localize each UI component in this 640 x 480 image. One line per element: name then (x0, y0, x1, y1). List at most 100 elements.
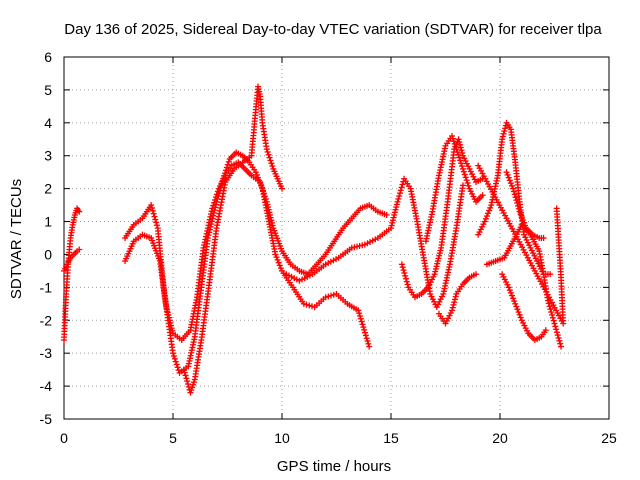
data-point (461, 171, 468, 178)
data-point (399, 264, 406, 271)
data-point (504, 171, 511, 178)
data-point (510, 295, 517, 302)
data-point (364, 338, 371, 345)
data-point (322, 294, 329, 301)
data-point (277, 265, 284, 272)
data-point (457, 141, 464, 148)
data-point (76, 208, 83, 215)
data-point (505, 284, 512, 291)
data-point (511, 298, 518, 305)
data-point (272, 251, 279, 258)
data-point (225, 158, 232, 165)
data-point (462, 174, 469, 181)
data-point (513, 303, 520, 310)
data-point (515, 309, 522, 316)
y-tick-label: -5 (40, 411, 53, 427)
data-point (499, 136, 506, 143)
data-point (257, 179, 264, 186)
y-axis-label: SDTVAR / TECUs (8, 179, 25, 299)
data-point (365, 340, 372, 347)
data-point (400, 267, 407, 274)
data-point (463, 177, 470, 184)
data-point (449, 304, 456, 311)
y-tick-label: 6 (44, 49, 52, 65)
data-point (153, 222, 160, 229)
data-point (182, 372, 189, 379)
y-tick-label: -4 (40, 378, 53, 394)
data-point (502, 125, 509, 132)
data-point (303, 301, 310, 308)
data-point (273, 254, 280, 261)
data-point (512, 194, 519, 201)
data-point (552, 323, 559, 330)
data-point (398, 184, 405, 191)
data-point (396, 190, 403, 197)
data-point (553, 329, 560, 336)
data-point (260, 187, 267, 194)
x-axis-label: GPS time / hours (277, 458, 391, 475)
data-point (520, 219, 527, 226)
data-point (265, 151, 272, 158)
axis-ticks: 0 5 10 15 20 25 -5 -4 -3 -2 -1 0 1 2 3 4 5 6 (40, 49, 617, 446)
data-point (506, 177, 513, 184)
data-point (514, 202, 521, 209)
data-point (184, 381, 191, 388)
data-point (210, 202, 217, 209)
x-tick-label: 25 (601, 430, 617, 446)
data-point (170, 350, 176, 357)
data-point (76, 246, 83, 253)
data-point (148, 202, 155, 209)
data-point (510, 185, 517, 192)
data-point (547, 271, 554, 278)
data-point (555, 334, 562, 341)
data-point (507, 180, 514, 187)
data-point (458, 160, 465, 167)
data-point (266, 154, 273, 161)
data-point (510, 188, 517, 195)
data-point (459, 149, 466, 156)
data-point (511, 191, 518, 198)
data-point (553, 326, 560, 333)
data-point (549, 311, 556, 318)
data-point (259, 184, 266, 191)
x-tick-label: 15 (383, 430, 399, 446)
data-point (551, 320, 558, 327)
y-tick-label: 0 (44, 246, 52, 262)
data-point (503, 169, 510, 176)
data-point (325, 293, 332, 300)
data-point (383, 211, 390, 218)
data-point (357, 315, 364, 322)
grid (64, 57, 609, 419)
data-point (516, 311, 523, 318)
data-point (514, 200, 521, 207)
data-point (522, 222, 529, 229)
data-point (267, 157, 274, 164)
data-point (398, 261, 405, 268)
data-point (306, 302, 313, 309)
data-point (261, 193, 268, 200)
data-point (473, 271, 480, 278)
data-point (183, 375, 190, 382)
data-point (455, 136, 462, 143)
data-point (479, 192, 486, 199)
data-point (482, 215, 489, 222)
data-point (279, 185, 285, 192)
data-point (366, 343, 373, 350)
data-point (328, 292, 335, 299)
data-point (558, 343, 565, 350)
data-point (458, 147, 465, 154)
data-point (173, 361, 180, 368)
data-point (269, 163, 276, 170)
data-point (556, 337, 563, 344)
data-point (514, 306, 521, 313)
data-point (508, 182, 515, 189)
data-point (363, 335, 370, 342)
data-point (454, 148, 461, 155)
data-point (455, 151, 462, 158)
data-point (213, 191, 220, 198)
data-point (465, 182, 472, 189)
data-point (330, 291, 337, 298)
data-point (501, 128, 508, 135)
y-tick-label: 5 (44, 82, 52, 98)
